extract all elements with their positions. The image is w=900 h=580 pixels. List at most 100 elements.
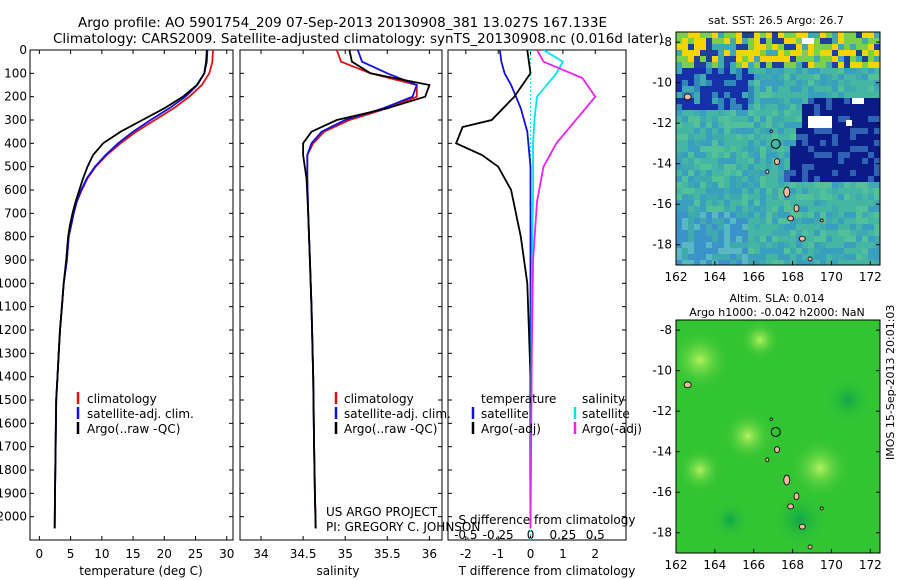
temperature-plot — [53, 50, 214, 529]
depth-tick-label: 900 — [4, 253, 27, 267]
depth-tick-label: 1000 — [0, 276, 27, 290]
sla-map — [676, 320, 880, 553]
s-tick-label: 0.25 — [550, 528, 577, 542]
depth-axis: 0 100 200 300 400 500 600 700 800 900 1000 1100 1200… — [0, 43, 626, 524]
sst-map — [676, 32, 880, 265]
series-line-difference-0 — [498, 50, 532, 529]
map-y-tick-label: -18 — [652, 238, 672, 252]
legend-label: Argo(..raw -QC) — [87, 422, 180, 436]
series-line-salinity-0 — [306, 50, 418, 529]
depth-tick-label: 1200 — [0, 323, 27, 337]
series-line-difference-3 — [529, 50, 597, 529]
map-x-tick-label: 164 — [703, 270, 726, 284]
legend-label: satellite — [481, 407, 529, 421]
difference-plot — [454, 50, 597, 540]
depth-tick-label: 400 — [4, 136, 27, 150]
sla-map-subtitle: Argo h1000: -0.042 h2000: NaN — [689, 306, 865, 319]
header-line-1: Argo profile: AO 5901754_209 07-Sep-2013… — [78, 15, 607, 31]
map-y-tick-label: -12 — [652, 404, 672, 418]
x-tick-label: 34.5 — [290, 547, 317, 561]
legend-heading-temperature: temperature — [481, 392, 556, 406]
x-tick-label: 15 — [125, 547, 140, 561]
map-x-tick-label: 170 — [820, 270, 843, 284]
series-line-temperature-1 — [53, 50, 209, 529]
x-tick-label: -1 — [492, 547, 504, 561]
x-tick-label: 36 — [422, 547, 437, 561]
x-tick-label: -2 — [460, 547, 472, 561]
sla-map-title: Altim. SLA: 0.014 — [729, 292, 824, 305]
depth-tick-label: 100 — [4, 66, 27, 80]
series-line-difference-1 — [454, 50, 532, 529]
depth-tick-label: 300 — [4, 113, 27, 127]
sst-map-axes: 162 164 166 168 170 172 -8 -10 -12 -14 -16 -18 — [652, 35, 881, 284]
map-x-tick-label: 162 — [665, 558, 688, 572]
map-y-tick-label: -16 — [652, 197, 672, 211]
sla-map-frame — [675, 319, 881, 554]
timestamp: IMOS 15-Sep-2013 20:01:03 — [884, 305, 897, 460]
header-line-2: Climatology: CARS2009. Satellite-adjuste… — [53, 31, 664, 47]
depth-tick-label: 0 — [19, 43, 27, 57]
map-y-tick-label: -10 — [652, 364, 672, 378]
map-x-tick-label: 166 — [742, 270, 765, 284]
series-line-salinity-1 — [306, 50, 418, 529]
x-tick-label: 35.5 — [374, 547, 401, 561]
map-x-tick-label: 170 — [820, 558, 843, 572]
map-y-tick-label: -16 — [652, 485, 672, 499]
t-difference-xlabel: T difference from climatology — [458, 564, 636, 578]
x-tick-label: 35 — [338, 547, 353, 561]
legend-label: Argo(..raw -QC) — [344, 422, 437, 436]
temperature-legend: climatology satellite-adj. clim. Argo(..… — [76, 392, 194, 436]
legend-label: Argo(-adj) — [481, 422, 541, 436]
depth-tick-label: 600 — [4, 183, 27, 197]
sst-map-title: sat. SST: 26.5 Argo: 26.7 — [708, 14, 844, 27]
profile-location-marker — [770, 138, 781, 149]
map-x-tick-label: 168 — [781, 270, 804, 284]
temperature-axes — [29, 49, 234, 541]
legend-label: satellite — [582, 407, 630, 421]
x-tick-label: 20 — [157, 547, 172, 561]
difference-legend: temperature salinity satellite Argo(-adj… — [471, 392, 642, 436]
map-y-tick-label: -14 — [652, 157, 672, 171]
x-tick-label: 5 — [67, 547, 75, 561]
salinity-xlabel: salinity — [316, 564, 359, 578]
legend-label: satellite-adj. clim. — [344, 407, 451, 421]
depth-tick-label: 500 — [4, 160, 27, 174]
x-tick-label: 10 — [94, 547, 109, 561]
profile-location-marker — [770, 426, 781, 437]
x-tick-label: 34 — [253, 547, 268, 561]
s-tick-label: -0.25 — [483, 528, 514, 542]
map-x-tick-label: 172 — [859, 270, 882, 284]
map-y-tick-label: -8 — [660, 323, 672, 337]
sst-map-frame — [675, 31, 881, 266]
depth-tick-label: 1600 — [0, 416, 27, 430]
legend-label: climatology — [87, 392, 157, 406]
s-tick-label: -0.5 — [454, 528, 477, 542]
temperature-xlabel: temperature (deg C) — [79, 564, 202, 578]
map-y-tick-label: -14 — [652, 445, 672, 459]
depth-tick-label: 1500 — [0, 393, 27, 407]
depth-tick-label: 800 — [4, 230, 27, 244]
map-y-tick-label: -18 — [652, 526, 672, 540]
depth-tick-label: 200 — [4, 90, 27, 104]
legend-label: climatology — [344, 392, 414, 406]
sla-land — [683, 381, 824, 550]
x-tick-label: 0 — [527, 547, 535, 561]
credit-project: US ARGO PROJECT — [326, 505, 438, 519]
depth-tick-label: 1700 — [0, 440, 27, 454]
salinity-plot — [302, 50, 431, 529]
sst-land — [683, 93, 824, 262]
series-line-salinity-2 — [302, 50, 431, 529]
depth-tick-label: 1100 — [0, 300, 27, 314]
depth-tick-label: 1400 — [0, 370, 27, 384]
series-line-difference-2 — [529, 50, 565, 529]
x-tick-label: 0 — [36, 547, 44, 561]
x-tick-label: 30 — [219, 547, 234, 561]
legend-label: satellite-adj. clim. — [87, 407, 194, 421]
series-line-temperature-2 — [53, 50, 208, 529]
legend-heading-salinity: salinity — [582, 392, 625, 406]
x-tick-label: 2 — [591, 547, 599, 561]
series-line-temperature-0 — [53, 50, 214, 529]
map-y-tick-label: -8 — [660, 35, 672, 49]
